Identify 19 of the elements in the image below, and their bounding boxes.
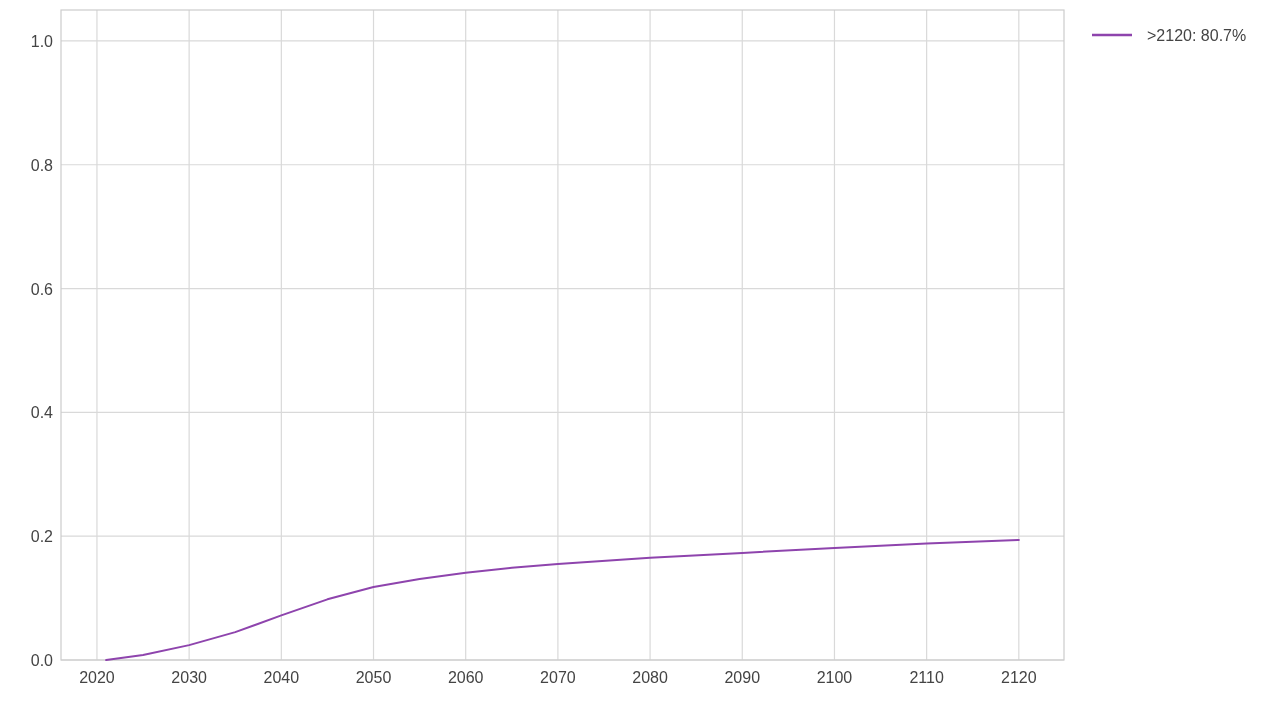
x-tick-label: 2020 [79,669,115,686]
y-tick-label: 1.0 [30,32,54,50]
x-tick-label: 2100 [816,669,853,686]
x-tick-label: 2080 [632,669,668,686]
x-tick-label: 2060 [447,669,484,686]
line-series [105,538,1020,661]
y-tick-label: 0.8 [30,156,54,174]
x-tick-label: 2110 [909,669,944,686]
x-tick-label: 2030 [171,669,208,686]
y-tick-label: 0.0 [30,652,54,669]
y-tick-label: 0.2 [30,528,54,546]
y-tick-label: 0.4 [30,404,54,422]
x-tick-label: 2070 [540,669,576,686]
x-tick-label: 2120 [1001,669,1037,686]
x-tick-label: 2090 [724,669,761,686]
y-tick-label: 0.6 [30,280,54,298]
x-tick-label: 2050 [355,669,392,686]
legend-label: >2120: 80.7% [1147,27,1247,44]
x-tick-label: 2040 [263,669,300,686]
